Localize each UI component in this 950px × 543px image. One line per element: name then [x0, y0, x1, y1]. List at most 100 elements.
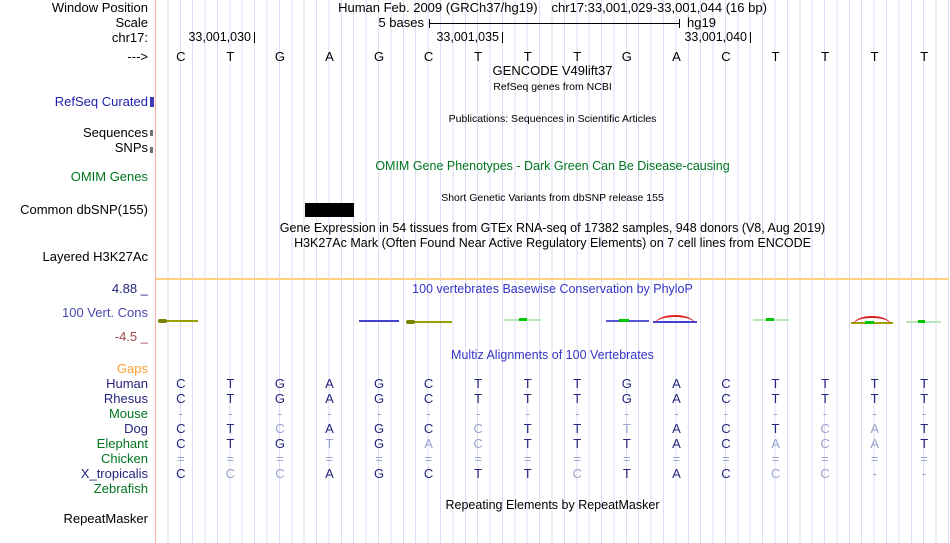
alignment-base: C: [423, 466, 434, 481]
alignment-base: T: [523, 466, 532, 481]
alignment-base: [553, 482, 603, 496]
alignment-base: C: [176, 421, 186, 436]
alignment-base: -: [723, 406, 729, 421]
conservation-mark: [504, 318, 541, 321]
gtex-track-title[interactable]: Gene Expression in 54 tissues from GTEx …: [279, 221, 826, 235]
alignment-base: =: [276, 451, 284, 466]
alignment-base: =: [226, 451, 235, 466]
alignment-base: C: [275, 421, 285, 436]
alignment-base: C: [176, 466, 186, 481]
species-label-rhesus[interactable]: Rhesus: [103, 391, 148, 406]
alignment-base: T: [622, 436, 631, 451]
base-letter: T: [821, 49, 830, 64]
alignment-base: C: [473, 436, 483, 451]
ruler-tick-mark: [750, 32, 751, 43]
alignment-base: =: [573, 451, 582, 466]
species-label-mouse[interactable]: Mouse: [108, 406, 148, 421]
base-letter: A: [325, 49, 334, 64]
alignment-base: C: [820, 436, 830, 451]
alignment-base: A: [672, 421, 681, 436]
conservation-mark-arc: [655, 315, 695, 324]
publications-track-title[interactable]: Publications: Sequences in Scientific Ar…: [448, 113, 657, 125]
alignment-base: A: [325, 421, 334, 436]
alignment-base: [899, 482, 949, 496]
track-label-100-vert-cons[interactable]: 100 Vert. Cons: [62, 305, 148, 320]
conservation-mark: [606, 319, 649, 322]
refseq-track-subtitle[interactable]: RefSeq genes from NCBI: [493, 81, 612, 93]
omim-track-title[interactable]: OMIM Gene Phenotypes - Dark Green Can Be…: [375, 159, 730, 173]
dbsnp-track-title[interactable]: Short Genetic Variants from dbSNP releas…: [441, 192, 664, 204]
species-label-zebrafish[interactable]: Zebrafish: [93, 481, 148, 496]
ruler-position-number: 33,001,040: [684, 30, 747, 44]
alignment-base: -: [674, 406, 679, 421]
alignment-base: =: [523, 451, 532, 466]
alignment-base: T: [573, 436, 582, 451]
track-label-snps[interactable]: SNPs: [114, 140, 148, 155]
alignment-base: A: [771, 436, 780, 451]
species-label-x_tropicalis[interactable]: X_tropicalis: [80, 466, 148, 481]
alignment-base: A: [424, 436, 433, 451]
alignment-base: C: [423, 421, 434, 436]
track-image-area[interactable]: Human Feb. 2009 (GRCh37/hg19) chr17:33,00…: [155, 0, 949, 543]
alignment-base: G: [274, 376, 285, 391]
alignment-base: =: [870, 451, 879, 466]
alignment-base: [701, 482, 751, 496]
snps-item-box: [150, 147, 153, 153]
alignment-base: [156, 482, 206, 496]
track-label-omim-genes[interactable]: OMIM Genes: [70, 169, 148, 184]
alignment-base: T: [523, 391, 532, 406]
phylop-track-title[interactable]: 100 vertebrates Basewise Conservation by…: [412, 282, 693, 296]
alignment-base: [404, 482, 454, 496]
alignment-base: =: [623, 451, 631, 466]
conservation-mark: [359, 320, 399, 322]
gencode-track-title[interactable]: GENCODE V49lift37: [492, 63, 613, 78]
base-letter: C: [423, 49, 434, 64]
conservation-mark: [851, 316, 893, 324]
alignment-base: G: [373, 376, 385, 391]
alignment-base: T: [474, 466, 483, 481]
alignment-base: T: [920, 391, 929, 406]
alignment-base: -: [922, 406, 927, 421]
conservation-mark-center: [519, 318, 527, 321]
base-letter: C: [176, 49, 186, 64]
alignment-base: T: [821, 376, 830, 391]
conservation-mark-arc: [853, 316, 891, 325]
alignment-base: =: [672, 451, 681, 466]
dbsnp-variant-item[interactable]: [305, 203, 354, 217]
alignment-base: T: [523, 436, 532, 451]
alignment-base: -: [773, 406, 778, 421]
species-label-dog[interactable]: Dog: [124, 421, 148, 436]
alignment-base: -: [872, 466, 877, 481]
species-label-human[interactable]: Human: [106, 376, 148, 391]
conservation-mark-center: [619, 319, 629, 322]
alignment-base: G: [373, 466, 385, 481]
alignment-base: [652, 482, 702, 496]
alignment-base: C: [176, 391, 186, 406]
track-label-repeatmasker[interactable]: RepeatMasker: [63, 511, 148, 526]
alignment-base: C: [721, 391, 731, 406]
alignment-base: [354, 482, 404, 496]
track-label-sequences[interactable]: Sequences: [82, 125, 148, 140]
track-label-layered-h3k27ac[interactable]: Layered H3K27Ac: [42, 249, 148, 264]
alignment-base: C: [820, 421, 830, 436]
alignment-base: -: [822, 406, 828, 421]
alignment-base: G: [373, 421, 385, 436]
alignment-base: [751, 482, 801, 496]
species-label-elephant[interactable]: Elephant: [96, 436, 148, 451]
alignment-base: [453, 482, 503, 496]
base-letter: G: [621, 49, 632, 64]
multiz-track-title[interactable]: Multiz Alignments of 100 Vertebrates: [451, 348, 654, 362]
alignment-base: C: [721, 436, 731, 451]
h3k27ac-track-title[interactable]: H3K27Ac Mark (Often Found Near Active Re…: [294, 236, 811, 250]
species-label-chicken[interactable]: Chicken: [101, 451, 148, 466]
track-label-common-dbsnp[interactable]: Common dbSNP(155): [20, 202, 148, 217]
alignment-base: -: [327, 406, 332, 421]
repeatmasker-track-title[interactable]: Repeating Elements by RepeatMasker: [445, 498, 660, 512]
strand-arrow: --->: [127, 49, 148, 64]
ruler-tick-mark: [254, 32, 255, 43]
track-label-refseq-curated[interactable]: RefSeq Curated: [54, 94, 148, 109]
alignment-base: C: [721, 466, 731, 481]
alignment-base: A: [672, 391, 681, 406]
